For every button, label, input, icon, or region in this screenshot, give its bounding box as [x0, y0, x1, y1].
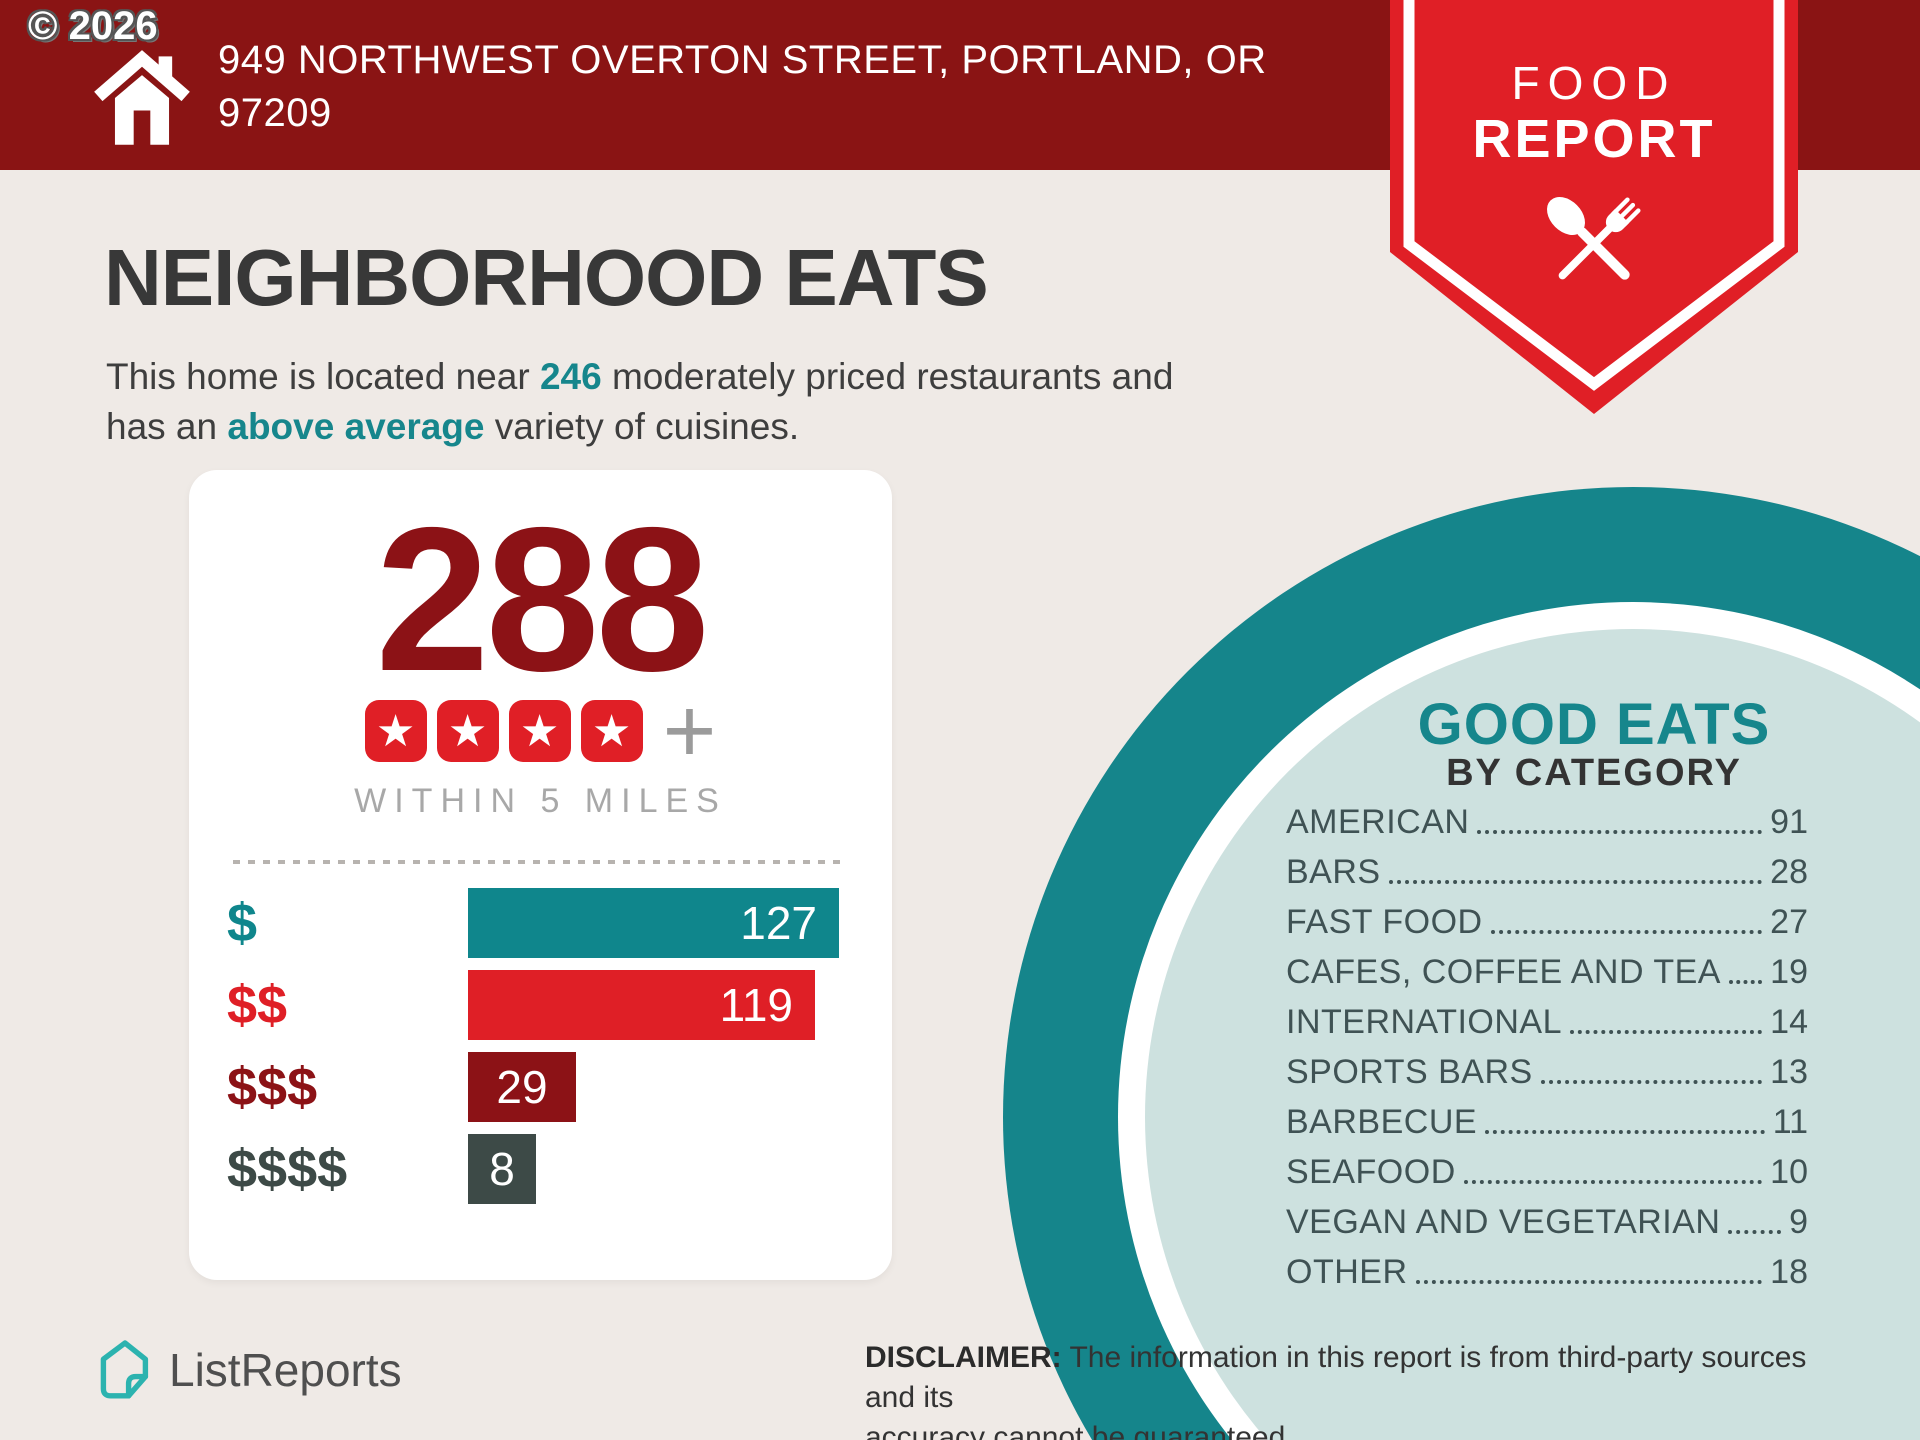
- category-row: SPORTS BARS 13: [1286, 1048, 1808, 1098]
- category-label: BARBECUE: [1286, 1103, 1478, 1141]
- category-value: 18: [1770, 1253, 1808, 1291]
- price-tier-row: $$$$ 8: [227, 1134, 839, 1204]
- category-list: AMERICAN 91 BARS 28 FAST FOOD 27 CAFES, COFFEE…: [1286, 798, 1808, 1298]
- price-tier-value: 127: [740, 897, 817, 949]
- good-eats-title: GOOD EATS: [1417, 692, 1771, 757]
- price-tier-row: $127: [227, 888, 839, 958]
- disclaimer-text: DISCLAIMER: The information in this repo…: [865, 1341, 1807, 1440]
- category-value: 91: [1770, 803, 1808, 841]
- summary-line-1: This home is located near 246 moderately…: [106, 356, 1174, 397]
- category-value: 13: [1770, 1053, 1808, 1091]
- dotted-leader: [1490, 930, 1763, 934]
- summary-line-2: has an above average variety of cuisines…: [106, 406, 800, 447]
- category-row: OTHER 18: [1286, 1248, 1808, 1298]
- category-label: FAST FOOD: [1286, 903, 1483, 941]
- dotted-leader: [1415, 1280, 1763, 1284]
- category-value: 11: [1772, 1103, 1808, 1141]
- page-title: NEIGHBORHOOD EATS: [104, 233, 989, 322]
- price-tier-bar: 29: [468, 1052, 576, 1122]
- home-icon: [94, 50, 190, 145]
- address-line-2: 97209: [218, 91, 332, 135]
- restaurant-count-highlight: 246: [539, 356, 602, 397]
- star-rating: ★ ★ ★ ★ +: [189, 680, 892, 782]
- category-label: INTERNATIONAL: [1286, 1003, 1563, 1041]
- category-label: AMERICAN: [1286, 803, 1470, 841]
- category-row: AMERICAN 91: [1286, 798, 1808, 848]
- category-value: 14: [1770, 1003, 1808, 1041]
- category-label: SPORTS BARS: [1286, 1053, 1533, 1091]
- price-tier-value: 29: [496, 1061, 548, 1113]
- category-value: 28: [1770, 853, 1808, 891]
- price-tier-row: $$$ 29: [227, 1052, 839, 1122]
- star-icon: ★: [580, 700, 643, 762]
- category-value: 19: [1770, 953, 1808, 991]
- spoon-fork-icon: [1547, 197, 1641, 280]
- price-tier-row: $$ 119: [227, 970, 839, 1040]
- category-row: CAFES, COFFEE AND TEA 19: [1286, 948, 1808, 998]
- price-tier-label: $$: [227, 975, 288, 1035]
- price-tier-value: 119: [719, 979, 793, 1031]
- food-report-ribbon: FOOD REPORT: [1390, 0, 1798, 440]
- disclaimer-label: DISCLAIMER:: [865, 1341, 1062, 1374]
- listreports-wordmark: ListReports: [169, 1344, 402, 1396]
- category-label: CAFES, COFFEE AND TEA: [1286, 953, 1721, 991]
- restaurant-summary-card: 288 ★ ★ ★ ★ + WITHIN 5 MILES $127 $$ 119 $$$ 29…: [189, 470, 892, 1280]
- price-tier-bar: 119: [468, 970, 815, 1040]
- price-tier-label: $$$$: [227, 1139, 348, 1199]
- category-label: OTHER: [1286, 1253, 1408, 1291]
- dotted-leader: [1388, 880, 1763, 884]
- dotted-leader: [1463, 1180, 1763, 1184]
- category-row: FAST FOOD 27: [1286, 898, 1808, 948]
- category-label: BARS: [1286, 853, 1381, 891]
- category-value: 9: [1789, 1203, 1808, 1241]
- price-tier-bar: 8: [468, 1134, 536, 1204]
- plus-icon: +: [662, 680, 717, 782]
- category-row: BARBECUE 11: [1286, 1098, 1808, 1148]
- address-line-1: 949 NORTHWEST OVERTON STREET, PORTLAND, …: [218, 38, 1267, 82]
- listreports-house-icon: [100, 1340, 149, 1399]
- dotted-leader: [1570, 1030, 1763, 1034]
- category-row: INTERNATIONAL 14: [1286, 998, 1808, 1048]
- dotted-leader: [1477, 830, 1763, 834]
- dashed-divider: [233, 860, 848, 864]
- dotted-leader: [1728, 1230, 1782, 1234]
- category-row: VEGAN AND VEGETARIAN 9: [1286, 1198, 1808, 1248]
- category-row: BARS 28: [1286, 848, 1808, 898]
- restaurant-total-count: 288: [375, 485, 709, 714]
- radius-caption: WITHIN 5 MILES: [354, 782, 727, 820]
- star-icon: ★: [364, 700, 427, 762]
- star-icon: ★: [436, 700, 499, 762]
- price-tier-label: $$$: [227, 1057, 318, 1117]
- copyright-text: © 2026: [28, 4, 158, 48]
- category-label: VEGAN AND VEGETARIAN: [1286, 1203, 1721, 1241]
- variety-highlight: above average: [227, 406, 485, 447]
- good-eats-subtitle: BY CATEGORY: [1446, 752, 1742, 794]
- property-address: 949 NORTHWEST OVERTON STREET, PORTLAND, …: [218, 34, 1267, 140]
- summary-sentence: This home is located near 246 moderately…: [106, 352, 1173, 452]
- price-tier-value: 8: [489, 1143, 515, 1195]
- dotted-leader: [1485, 1130, 1765, 1134]
- listreports-logo: ListReports: [95, 1338, 402, 1402]
- dotted-leader: [1540, 1080, 1763, 1084]
- ribbon-line-report: REPORT: [1472, 109, 1716, 169]
- category-row: SEAFOOD 10: [1286, 1148, 1808, 1198]
- price-tier-label: $: [227, 893, 258, 953]
- category-value: 10: [1770, 1153, 1808, 1191]
- category-value: 27: [1770, 903, 1808, 941]
- price-bar-rows: $127 $$ 119 $$$ 29 $$$$ 8: [227, 888, 839, 1204]
- price-tier-bar: 127: [468, 888, 839, 958]
- ribbon-line-food: FOOD: [1511, 57, 1677, 109]
- dotted-leader: [1728, 980, 1763, 984]
- category-label: SEAFOOD: [1286, 1153, 1456, 1191]
- star-icon: ★: [508, 700, 571, 762]
